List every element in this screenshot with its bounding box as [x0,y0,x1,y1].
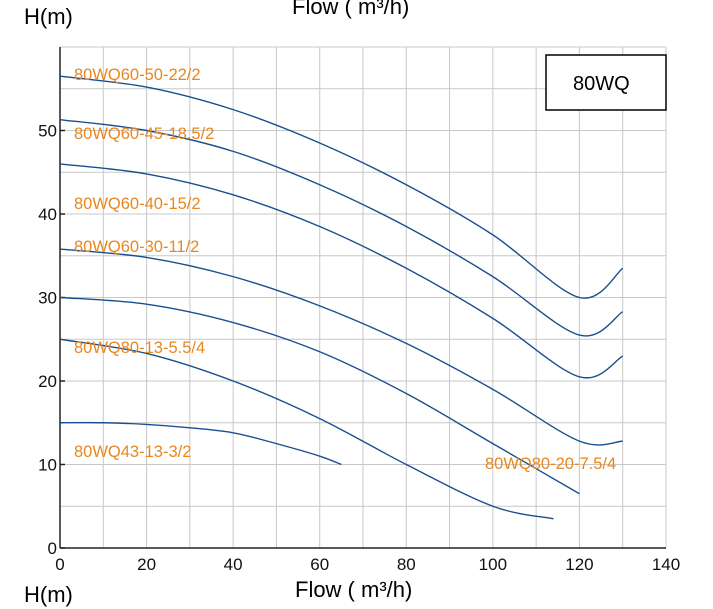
x-tick-label: 100 [479,555,507,574]
series-line-1 [59,75,624,299]
x-tick-label: 20 [137,555,156,574]
series-labels: 80WQ60-50-22/2 80WQ60-45-18.5/2 80WQ60-40-… [74,66,616,473]
series-line-4 [59,248,623,446]
series-box: 80WQ [545,54,667,111]
series-line-7 [59,421,342,466]
x-axis-title: Flow ( m³/h) [295,577,412,602]
series-label-1: 80WQ60-50-22/2 [74,66,201,84]
x-tick-label: 120 [565,555,593,574]
series-line-2 [59,118,624,337]
series-label-7: 80WQ43-13-3/2 [74,443,191,461]
series-line-6 [59,338,554,520]
series-label-6: 80WQ80-13-5.5/4 [74,339,205,357]
top-x-axis-title: Flow ( m³/h) [292,0,409,19]
y-tick-label: 30 [38,289,57,308]
x-tick-label: 0 [55,555,64,574]
x-tick-label: 80 [397,555,416,574]
series-line-3 [59,163,624,379]
series-line-5 [59,296,580,495]
series-label-4: 80WQ60-30-11/2 [74,238,199,256]
y-tick-label: 0 [48,539,57,558]
x-tick-label: 140 [652,555,680,574]
y-tick-label: 50 [38,122,57,141]
y-tick-label: 20 [38,372,57,391]
top-y-axis-title: H(m) [24,4,73,29]
y-tick-label: 40 [38,205,57,224]
series-label-5: 80WQ80-20-7.5/4 [485,455,616,473]
y-tick-label: 10 [38,456,57,475]
x-tick-label: 60 [310,555,329,574]
x-tick-label: 40 [224,555,243,574]
series-curves [59,75,624,520]
series-box-label: 80WQ [573,73,630,95]
tick-labels: 0 20 40 60 80 100 120 140 0 10 20 30 40 50 [38,122,680,575]
y-axis-title: H(m) [24,582,73,607]
series-label-2: 80WQ60-45-18.5/2 [74,125,214,143]
series-label-3: 80WQ60-40-15/2 [74,195,201,213]
